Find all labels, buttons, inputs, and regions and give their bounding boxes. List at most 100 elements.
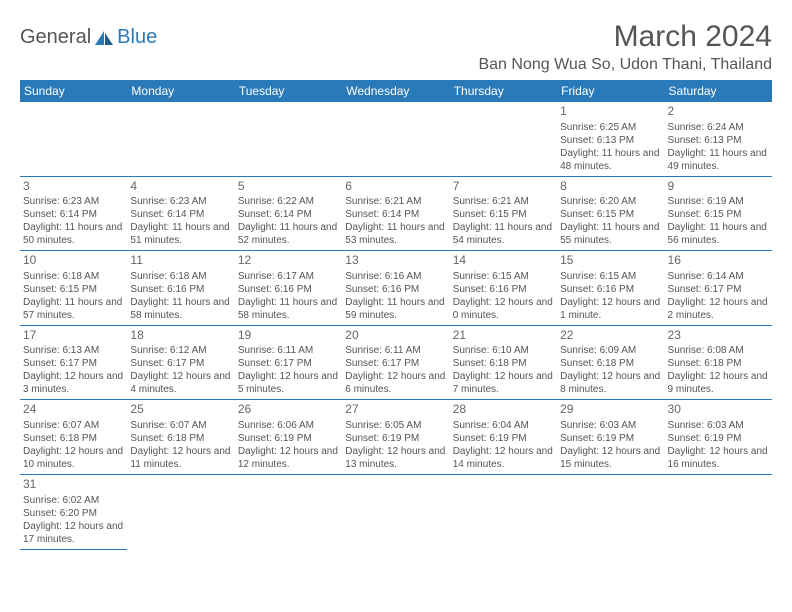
weekday-header-row: SundayMondayTuesdayWednesdayThursdayFrid… — [20, 80, 772, 102]
day-number: 4 — [130, 179, 231, 195]
daylight-text: Daylight: 11 hours and 58 minutes. — [130, 296, 231, 322]
day-number: 21 — [453, 328, 554, 344]
calendar-cell: 12Sunrise: 6:17 AMSunset: 6:16 PMDayligh… — [235, 251, 342, 326]
daylight-text: Daylight: 11 hours and 52 minutes. — [238, 221, 339, 247]
sunrise-text: Sunrise: 6:22 AM — [238, 195, 339, 208]
daylight-text: Daylight: 11 hours and 48 minutes. — [560, 147, 661, 173]
sunrise-text: Sunrise: 6:15 AM — [453, 270, 554, 283]
calendar-cell — [20, 102, 127, 176]
daylight-text: Daylight: 11 hours and 55 minutes. — [560, 221, 661, 247]
calendar-cell: 5Sunrise: 6:22 AMSunset: 6:14 PMDaylight… — [235, 176, 342, 251]
sunset-text: Sunset: 6:15 PM — [453, 208, 554, 221]
day-number: 16 — [668, 253, 769, 269]
calendar-cell: 16Sunrise: 6:14 AMSunset: 6:17 PMDayligh… — [665, 251, 772, 326]
sunrise-text: Sunrise: 6:13 AM — [23, 344, 124, 357]
sunset-text: Sunset: 6:18 PM — [560, 357, 661, 370]
day-number: 7 — [453, 179, 554, 195]
daylight-text: Daylight: 11 hours and 54 minutes. — [453, 221, 554, 247]
sunset-text: Sunset: 6:13 PM — [560, 134, 661, 147]
day-number: 22 — [560, 328, 661, 344]
sunrise-text: Sunrise: 6:24 AM — [668, 121, 769, 134]
logo-text-blue: Blue — [117, 26, 157, 49]
calendar-cell: 4Sunrise: 6:23 AMSunset: 6:14 PMDaylight… — [127, 176, 234, 251]
day-number: 14 — [453, 253, 554, 269]
day-number: 20 — [345, 328, 446, 344]
daylight-text: Daylight: 11 hours and 49 minutes. — [668, 147, 769, 173]
calendar-table: SundayMondayTuesdayWednesdayThursdayFrid… — [20, 80, 772, 550]
sunset-text: Sunset: 6:15 PM — [668, 208, 769, 221]
daylight-text: Daylight: 12 hours and 0 minutes. — [453, 296, 554, 322]
calendar-cell: 31Sunrise: 6:02 AMSunset: 6:20 PMDayligh… — [20, 474, 127, 549]
daylight-text: Daylight: 12 hours and 5 minutes. — [238, 370, 339, 396]
calendar-cell — [342, 474, 449, 549]
sunrise-text: Sunrise: 6:15 AM — [560, 270, 661, 283]
calendar-cell: 17Sunrise: 6:13 AMSunset: 6:17 PMDayligh… — [20, 325, 127, 400]
calendar-cell — [127, 474, 234, 549]
sunrise-text: Sunrise: 6:20 AM — [560, 195, 661, 208]
sunset-text: Sunset: 6:17 PM — [345, 357, 446, 370]
calendar-cell: 22Sunrise: 6:09 AMSunset: 6:18 PMDayligh… — [557, 325, 664, 400]
sunset-text: Sunset: 6:17 PM — [238, 357, 339, 370]
daylight-text: Daylight: 12 hours and 9 minutes. — [668, 370, 769, 396]
day-number: 9 — [668, 179, 769, 195]
daylight-text: Daylight: 12 hours and 17 minutes. — [23, 520, 124, 546]
daylight-text: Daylight: 12 hours and 14 minutes. — [453, 445, 554, 471]
daylight-text: Daylight: 12 hours and 12 minutes. — [238, 445, 339, 471]
day-number: 26 — [238, 402, 339, 418]
daylight-text: Daylight: 11 hours and 53 minutes. — [345, 221, 446, 247]
sunrise-text: Sunrise: 6:17 AM — [238, 270, 339, 283]
sunset-text: Sunset: 6:19 PM — [238, 432, 339, 445]
header: General Blue March 2024 Ban Nong Wua So,… — [20, 20, 772, 74]
location-text: Ban Nong Wua So, Udon Thani, Thailand — [478, 56, 772, 74]
calendar-body: 1Sunrise: 6:25 AMSunset: 6:13 PMDaylight… — [20, 102, 772, 549]
daylight-text: Daylight: 11 hours and 59 minutes. — [345, 296, 446, 322]
day-number: 13 — [345, 253, 446, 269]
sunset-text: Sunset: 6:16 PM — [453, 283, 554, 296]
daylight-text: Daylight: 11 hours and 51 minutes. — [130, 221, 231, 247]
sunrise-text: Sunrise: 6:09 AM — [560, 344, 661, 357]
sunset-text: Sunset: 6:14 PM — [130, 208, 231, 221]
calendar-cell: 23Sunrise: 6:08 AMSunset: 6:18 PMDayligh… — [665, 325, 772, 400]
sail-icon — [95, 31, 113, 45]
daylight-text: Daylight: 12 hours and 13 minutes. — [345, 445, 446, 471]
sunrise-text: Sunrise: 6:04 AM — [453, 419, 554, 432]
daylight-text: Daylight: 11 hours and 58 minutes. — [238, 296, 339, 322]
sunset-text: Sunset: 6:17 PM — [130, 357, 231, 370]
day-number: 24 — [23, 402, 124, 418]
sunset-text: Sunset: 6:16 PM — [238, 283, 339, 296]
calendar-cell: 15Sunrise: 6:15 AMSunset: 6:16 PMDayligh… — [557, 251, 664, 326]
calendar-cell: 26Sunrise: 6:06 AMSunset: 6:19 PMDayligh… — [235, 400, 342, 475]
calendar-cell: 30Sunrise: 6:03 AMSunset: 6:19 PMDayligh… — [665, 400, 772, 475]
day-number: 3 — [23, 179, 124, 195]
sunrise-text: Sunrise: 6:23 AM — [23, 195, 124, 208]
calendar-cell: 28Sunrise: 6:04 AMSunset: 6:19 PMDayligh… — [450, 400, 557, 475]
daylight-text: Daylight: 12 hours and 15 minutes. — [560, 445, 661, 471]
calendar-row: 17Sunrise: 6:13 AMSunset: 6:17 PMDayligh… — [20, 325, 772, 400]
sunset-text: Sunset: 6:19 PM — [560, 432, 661, 445]
sunset-text: Sunset: 6:18 PM — [130, 432, 231, 445]
calendar-cell: 13Sunrise: 6:16 AMSunset: 6:16 PMDayligh… — [342, 251, 449, 326]
sunset-text: Sunset: 6:18 PM — [668, 357, 769, 370]
sunrise-text: Sunrise: 6:25 AM — [560, 121, 661, 134]
calendar-cell: 9Sunrise: 6:19 AMSunset: 6:15 PMDaylight… — [665, 176, 772, 251]
calendar-cell: 8Sunrise: 6:20 AMSunset: 6:15 PMDaylight… — [557, 176, 664, 251]
daylight-text: Daylight: 12 hours and 8 minutes. — [560, 370, 661, 396]
sunrise-text: Sunrise: 6:11 AM — [238, 344, 339, 357]
sunrise-text: Sunrise: 6:14 AM — [668, 270, 769, 283]
sunrise-text: Sunrise: 6:10 AM — [453, 344, 554, 357]
calendar-cell: 11Sunrise: 6:18 AMSunset: 6:16 PMDayligh… — [127, 251, 234, 326]
calendar-cell — [557, 474, 664, 549]
sunset-text: Sunset: 6:15 PM — [560, 208, 661, 221]
sunrise-text: Sunrise: 6:06 AM — [238, 419, 339, 432]
calendar-cell: 20Sunrise: 6:11 AMSunset: 6:17 PMDayligh… — [342, 325, 449, 400]
calendar-row: 1Sunrise: 6:25 AMSunset: 6:13 PMDaylight… — [20, 102, 772, 176]
daylight-text: Daylight: 12 hours and 11 minutes. — [130, 445, 231, 471]
day-number: 28 — [453, 402, 554, 418]
sunset-text: Sunset: 6:14 PM — [238, 208, 339, 221]
day-number: 19 — [238, 328, 339, 344]
sunrise-text: Sunrise: 6:03 AM — [560, 419, 661, 432]
title-block: March 2024 Ban Nong Wua So, Udon Thani, … — [478, 20, 772, 74]
weekday-header: Monday — [127, 80, 234, 102]
day-number: 29 — [560, 402, 661, 418]
logo: General Blue — [20, 26, 157, 49]
